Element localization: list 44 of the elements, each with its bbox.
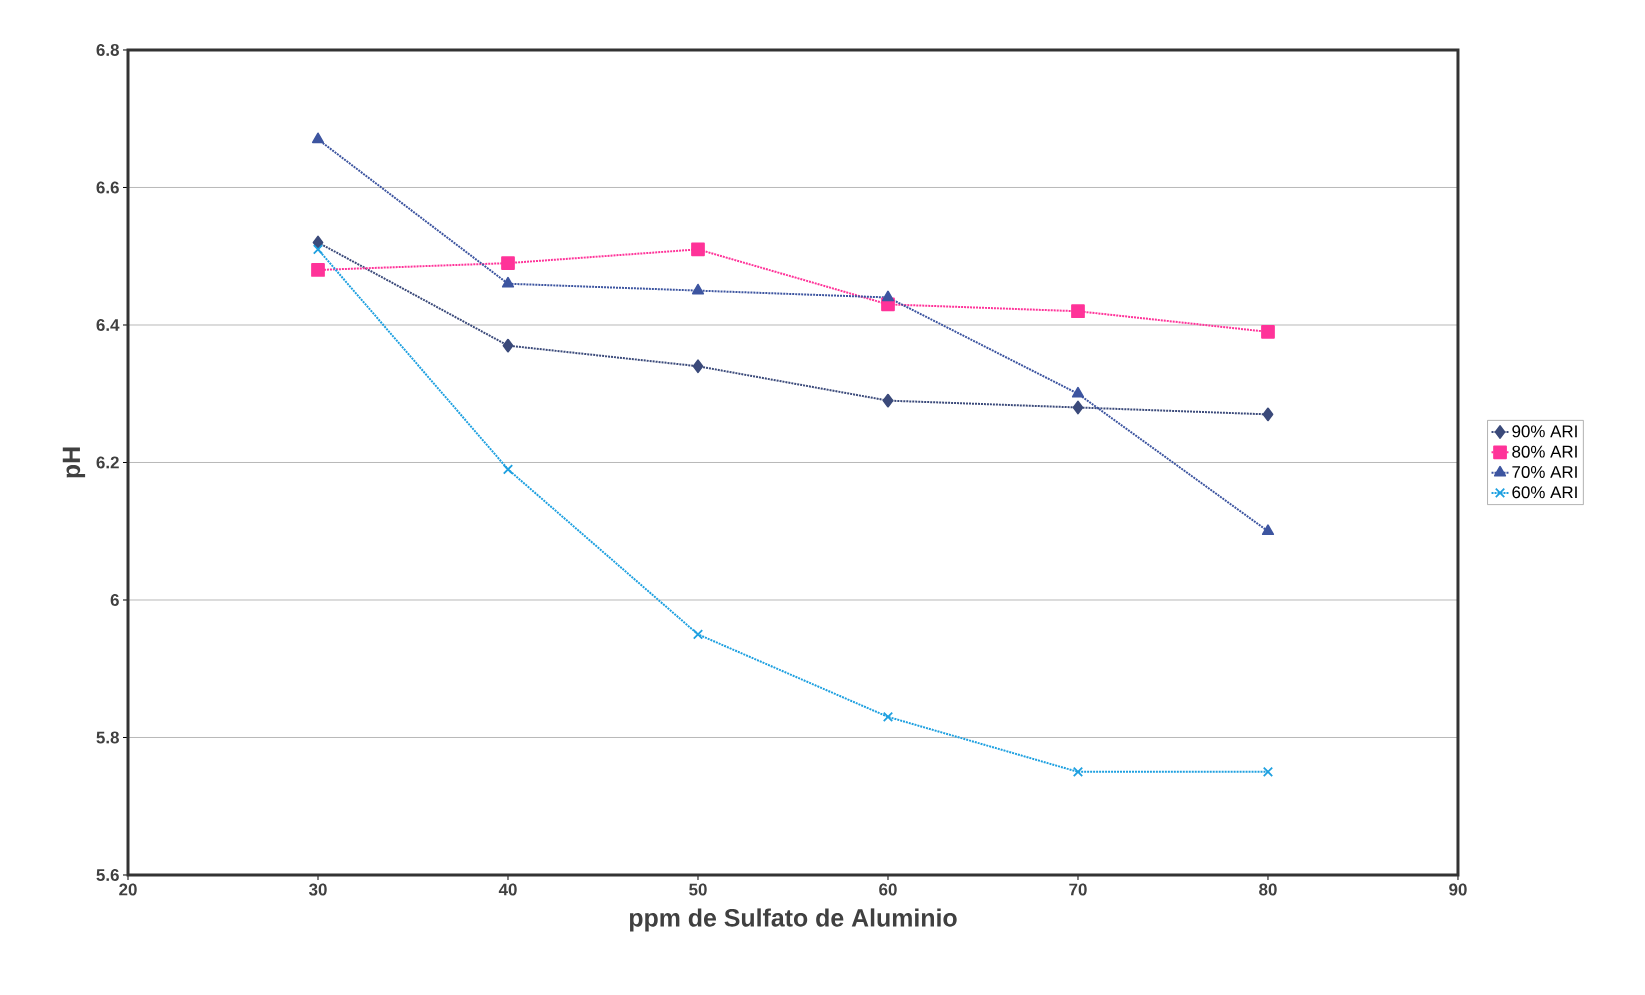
point bbox=[502, 464, 514, 475]
point bbox=[1262, 766, 1274, 777]
x-tick-label: 50 bbox=[689, 883, 707, 896]
point bbox=[692, 629, 704, 640]
point bbox=[1261, 324, 1275, 339]
point bbox=[1262, 407, 1274, 422]
point bbox=[1072, 766, 1084, 777]
y-tick-label: 6.4 bbox=[96, 318, 120, 331]
point bbox=[1261, 524, 1275, 536]
point bbox=[311, 263, 325, 277]
point bbox=[691, 242, 705, 257]
point bbox=[692, 359, 704, 374]
point bbox=[312, 235, 324, 250]
point bbox=[501, 276, 515, 288]
x-tick-label: 90 bbox=[1449, 883, 1467, 896]
point bbox=[691, 283, 705, 295]
point bbox=[1071, 304, 1085, 319]
y-tick-label: 5.8 bbox=[96, 731, 119, 744]
legend-label: 80% ARI bbox=[1512, 445, 1577, 458]
x-axis-title: ppm de Sulfato de Aluminio bbox=[629, 908, 957, 932]
point bbox=[882, 711, 894, 722]
y-tick-label: 5.6 bbox=[96, 869, 119, 881]
point bbox=[1072, 400, 1084, 415]
point bbox=[502, 338, 514, 353]
legend-label: 60% ARI bbox=[1512, 486, 1577, 499]
y-tick-label: 6.2 bbox=[96, 456, 119, 469]
x-tick-label: 80 bbox=[1259, 883, 1277, 896]
y-tick-label: 6.6 bbox=[96, 181, 119, 194]
x-tick-label: 60 bbox=[879, 883, 897, 896]
y-tick-label: 6 bbox=[110, 593, 119, 606]
x-tick-label: 20 bbox=[119, 883, 137, 896]
point bbox=[882, 393, 894, 408]
y-tick-label: 6.8 bbox=[96, 43, 119, 56]
legend-label: 70% ARI bbox=[1512, 465, 1577, 478]
point bbox=[881, 290, 895, 302]
point bbox=[311, 132, 325, 144]
point bbox=[1071, 386, 1085, 398]
point bbox=[501, 256, 515, 270]
legend-label: 90% ARI bbox=[1512, 425, 1577, 438]
point bbox=[312, 244, 324, 255]
x-tick-label: 30 bbox=[308, 883, 327, 896]
y-axis-title: pH bbox=[62, 447, 86, 478]
x-tick-label: 40 bbox=[498, 883, 517, 896]
x-tick-label: 70 bbox=[1069, 883, 1087, 896]
